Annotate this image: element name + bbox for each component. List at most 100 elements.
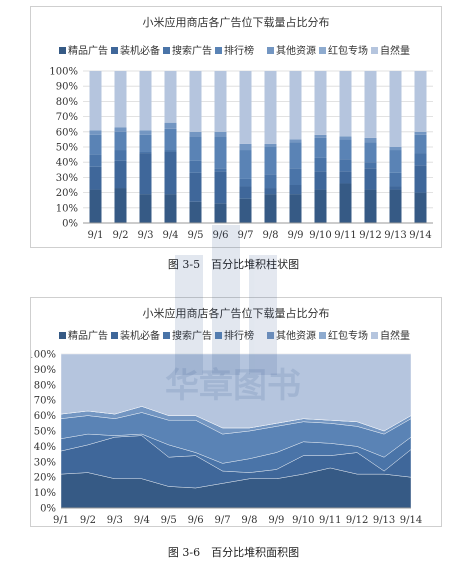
- legend-swatch: [111, 47, 118, 54]
- bar-segment: [164, 71, 177, 123]
- legend-label: 排行榜: [224, 329, 254, 342]
- x-tick-label: 9/6: [212, 230, 228, 241]
- bar-segment: [189, 136, 202, 161]
- legend-swatch: [319, 332, 326, 339]
- bar-segment: [389, 147, 402, 151]
- y-tick-label: 100%: [31, 350, 56, 361]
- bar-segment: [214, 168, 227, 172]
- x-tick-label: 9/5: [187, 230, 203, 241]
- legend-label: 精品广告: [68, 329, 108, 342]
- bar-segment: [139, 71, 152, 131]
- legend-swatch: [371, 47, 378, 54]
- legend-swatch: [111, 332, 118, 339]
- x-tick-label: 9/7: [237, 230, 253, 241]
- y-tick-label: 0%: [40, 504, 56, 515]
- bar-segment: [414, 165, 427, 193]
- bar-segment: [189, 71, 202, 132]
- bar-segment: [389, 189, 402, 223]
- bar-segment: [114, 188, 127, 223]
- legend-swatch: [267, 332, 274, 339]
- legend-label: 其他资源: [276, 44, 316, 57]
- x-tick-label: 9/14: [409, 230, 431, 241]
- area-band: [60, 353, 412, 432]
- x-tick-label: 9/11: [319, 515, 341, 526]
- x-tick-label: 9/4: [162, 230, 178, 241]
- y-tick-label: 20%: [56, 188, 78, 199]
- y-tick-label: 30%: [34, 457, 56, 468]
- bar-segment: [164, 194, 177, 223]
- bar-segment: [214, 136, 227, 169]
- legend-swatch: [163, 332, 170, 339]
- bar-segment: [289, 71, 302, 140]
- y-tick-label: 60%: [56, 127, 78, 138]
- bar-segment: [314, 157, 327, 172]
- bar-segment: [289, 139, 302, 143]
- bar-segment: [314, 71, 327, 135]
- y-tick-label: 10%: [34, 488, 56, 499]
- bar-segment: [414, 153, 427, 166]
- bar-segment: [214, 71, 227, 132]
- x-tick-label: 9/12: [346, 515, 368, 526]
- bar-segment: [314, 137, 327, 158]
- bar-segment: [414, 192, 427, 223]
- y-tick-label: 50%: [34, 427, 56, 438]
- y-tick-label: 80%: [56, 97, 78, 108]
- bar-segment: [264, 188, 277, 195]
- y-tick-label: 20%: [34, 473, 56, 484]
- x-tick-label: 9/14: [400, 515, 422, 526]
- bar-segment: [289, 168, 302, 185]
- y-tick-label: 100%: [49, 67, 78, 78]
- legend-swatch: [215, 332, 222, 339]
- bar-segment: [389, 71, 402, 147]
- bar-segment: [239, 150, 252, 179]
- legend-swatch: [59, 47, 66, 54]
- bar-segment: [389, 150, 402, 173]
- legend-swatch: [319, 47, 326, 54]
- legend-label: 搜索广告: [172, 44, 212, 57]
- bar-segment: [89, 130, 102, 135]
- bar-segment: [339, 171, 352, 184]
- bar-segment: [89, 189, 102, 223]
- legend-label: 精品广告: [68, 44, 108, 57]
- legend-swatch: [267, 47, 274, 54]
- bar-segment: [239, 71, 252, 144]
- x-tick-label: 9/3: [137, 230, 153, 241]
- bar-segment: [264, 194, 277, 223]
- bar-segment: [164, 122, 177, 129]
- x-tick-label: 9/9: [268, 515, 284, 526]
- x-tick-label: 9/5: [161, 515, 177, 526]
- y-tick-label: 70%: [56, 112, 78, 123]
- bar-segment: [239, 198, 252, 223]
- x-tick-label: 9/11: [334, 230, 356, 241]
- x-tick-label: 9/1: [53, 515, 69, 526]
- legend-swatch: [371, 332, 378, 339]
- bar-segment: [189, 160, 202, 173]
- bar-segment: [89, 134, 102, 155]
- bar-segment: [314, 171, 327, 190]
- bar-segment: [364, 162, 377, 169]
- bar-segment: [89, 71, 102, 131]
- bar-segment: [364, 137, 377, 143]
- bar-segment: [114, 71, 127, 128]
- x-tick-label: 9/10: [309, 230, 331, 241]
- x-tick-label: 9/8: [241, 515, 257, 526]
- x-tick-label: 9/3: [107, 515, 123, 526]
- bar-segment: [89, 166, 102, 190]
- legend-label: 搜索广告: [172, 329, 212, 342]
- bar-segment: [289, 194, 302, 223]
- x-tick-label: 9/4: [134, 515, 150, 526]
- bar-segment: [239, 186, 252, 199]
- bar-segment: [139, 130, 152, 135]
- y-tick-label: 90%: [34, 365, 56, 376]
- bar-segment: [189, 172, 202, 202]
- bar-segment: [189, 201, 202, 223]
- bar-segment: [339, 159, 352, 172]
- y-tick-label: 60%: [34, 411, 56, 422]
- bar-segment: [189, 131, 202, 137]
- x-tick-label: 9/1: [87, 230, 103, 241]
- x-tick-label: 9/7: [214, 515, 230, 526]
- bar-segment: [164, 128, 177, 151]
- bar-segment: [214, 203, 227, 223]
